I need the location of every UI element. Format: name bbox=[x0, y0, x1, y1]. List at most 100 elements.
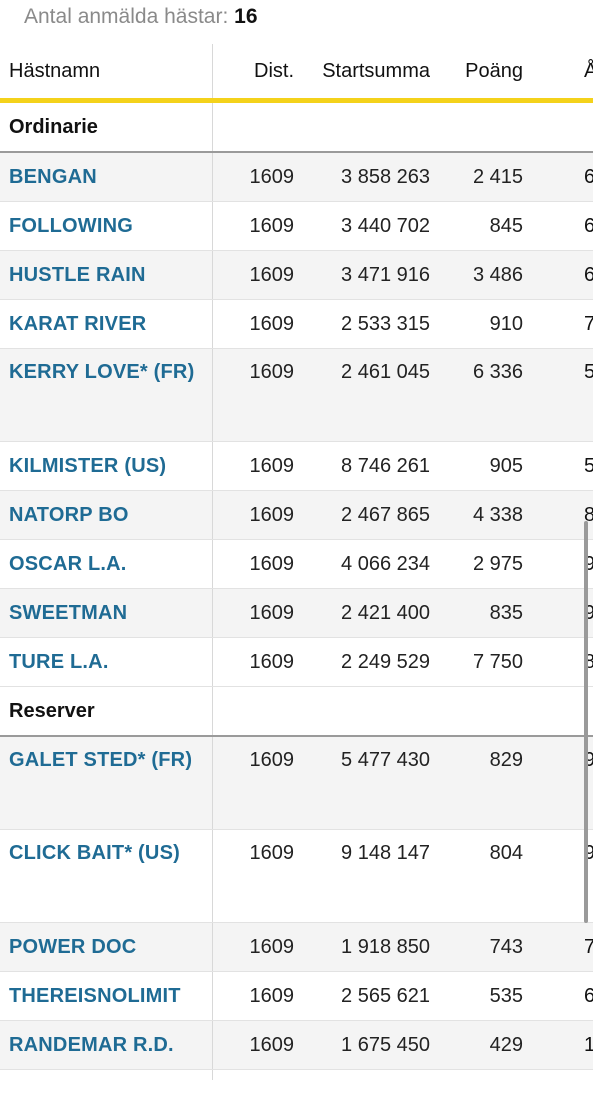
column-header-name[interactable]: Hästnamn bbox=[0, 44, 213, 103]
points-cell: 845 bbox=[432, 201, 538, 251]
points-cell: 910 bbox=[432, 299, 538, 349]
age-cell: 8 bbox=[538, 637, 593, 687]
horse-name-link[interactable]: CHANEL TRIO (IT) bbox=[0, 1069, 213, 1080]
distance-cell: 1609 bbox=[212, 348, 298, 442]
distance-cell: 1609 bbox=[212, 637, 298, 687]
section-title: Ordinarie bbox=[0, 100, 213, 153]
horse-name-link[interactable]: CLICK BAIT* (US) bbox=[0, 829, 213, 923]
startsumma-cell: 2 467 865 bbox=[298, 490, 432, 540]
horse-name-link[interactable]: FOLLOWING bbox=[0, 201, 213, 251]
vertical-scrollbar[interactable] bbox=[584, 521, 588, 923]
horse-name-link[interactable]: SWEETMAN bbox=[0, 588, 213, 638]
points-cell: 829 bbox=[432, 736, 538, 830]
horse-name-link[interactable]: KILMISTER (US) bbox=[0, 441, 213, 491]
horse-name-link[interactable]: KERRY LOVE* (FR) bbox=[0, 348, 213, 442]
points-cell: 2 975 bbox=[432, 539, 538, 589]
startsumma-cell: 2 461 045 bbox=[298, 348, 432, 442]
age-cell: 6 bbox=[538, 971, 593, 1021]
horse-name-link[interactable]: POWER DOC bbox=[0, 922, 213, 972]
startsumma-cell: 3 440 702 bbox=[298, 201, 432, 251]
age-cell: 5 bbox=[538, 348, 593, 442]
column-header-points[interactable]: Poäng bbox=[432, 44, 538, 103]
age-cell: 6 bbox=[538, 250, 593, 300]
distance-cell: 1609 bbox=[212, 1020, 298, 1070]
points-cell: 535 bbox=[432, 971, 538, 1021]
distance-cell: 1609 bbox=[212, 490, 298, 540]
points-cell: 429 bbox=[432, 1020, 538, 1070]
points-cell: 804 bbox=[432, 829, 538, 923]
points-cell: 240 bbox=[432, 1069, 538, 1080]
horse-name-link[interactable]: NATORP BO bbox=[0, 490, 213, 540]
age-cell: 7 bbox=[538, 922, 593, 972]
age-cell: 9 bbox=[538, 588, 593, 638]
points-cell: 2 415 bbox=[432, 152, 538, 202]
horse-name-link[interactable]: BENGAN bbox=[0, 152, 213, 202]
startsumma-cell: 1 675 450 bbox=[298, 1020, 432, 1070]
horse-name-link[interactable]: RANDEMAR R.D. bbox=[0, 1020, 213, 1070]
distance-cell: 1609 bbox=[212, 971, 298, 1021]
startsumma-cell: 5 477 430 bbox=[298, 736, 432, 830]
distance-cell: 1609 bbox=[212, 736, 298, 830]
section-row: Ordinarie bbox=[0, 100, 593, 153]
column-header-startsumma[interactable]: Startsumma bbox=[298, 44, 432, 103]
distance-cell: 1609 bbox=[212, 922, 298, 972]
startsumma-cell: 1 918 850 bbox=[298, 922, 432, 972]
startsumma-cell: 2 421 400 bbox=[298, 588, 432, 638]
points-cell: 743 bbox=[432, 922, 538, 972]
distance-cell: 1609 bbox=[212, 441, 298, 491]
points-cell: 4 338 bbox=[432, 490, 538, 540]
entries-table-card: Hästnamn Dist. Startsumma Poäng Å Ordina… bbox=[0, 44, 593, 1080]
section-title: Reserver bbox=[0, 686, 213, 737]
distance-cell: 1609 bbox=[212, 588, 298, 638]
horse-name-link[interactable]: TURE L.A. bbox=[0, 637, 213, 687]
table-header: Hästnamn Dist. Startsumma Poäng Å bbox=[0, 44, 593, 103]
age-cell: 6 bbox=[538, 152, 593, 202]
points-cell: 6 336 bbox=[432, 348, 538, 442]
points-cell: 3 486 bbox=[432, 250, 538, 300]
entry-count-label: Antal anmälda hästar: bbox=[24, 5, 229, 28]
section-row: Reserver bbox=[0, 686, 593, 737]
column-header-age[interactable]: Å bbox=[538, 44, 593, 103]
startsumma-cell: 1 291 763 bbox=[298, 1069, 432, 1080]
points-cell: 7 750 bbox=[432, 637, 538, 687]
startsumma-cell: 3 858 263 bbox=[298, 152, 432, 202]
startsumma-cell: 2 533 315 bbox=[298, 299, 432, 349]
startsumma-cell: 2 249 529 bbox=[298, 637, 432, 687]
age-cell: 1 bbox=[538, 1020, 593, 1070]
horse-name-link[interactable]: KARAT RIVER bbox=[0, 299, 213, 349]
distance-cell: 1609 bbox=[212, 250, 298, 300]
horse-name-link[interactable]: GALET STED* (FR) bbox=[0, 736, 213, 830]
entries-table: Hästnamn Dist. Startsumma Poäng Å Ordina… bbox=[0, 44, 593, 1080]
horse-name-link[interactable]: THEREISNOLIMIT bbox=[0, 971, 213, 1021]
distance-cell: 1609 bbox=[212, 829, 298, 923]
distance-cell: 1609 bbox=[212, 152, 298, 202]
distance-cell: 1609 bbox=[212, 1069, 298, 1080]
age-cell: 7 bbox=[538, 1069, 593, 1080]
startsumma-cell: 2 565 621 bbox=[298, 971, 432, 1021]
horse-name-link[interactable]: OSCAR L.A. bbox=[0, 539, 213, 589]
startsumma-cell: 9 148 147 bbox=[298, 829, 432, 923]
distance-cell: 1609 bbox=[212, 539, 298, 589]
distance-cell: 1609 bbox=[212, 201, 298, 251]
column-header-dist[interactable]: Dist. bbox=[212, 44, 298, 103]
points-cell: 835 bbox=[432, 588, 538, 638]
horse-name-link[interactable]: HUSTLE RAIN bbox=[0, 250, 213, 300]
startsumma-cell: 4 066 234 bbox=[298, 539, 432, 589]
